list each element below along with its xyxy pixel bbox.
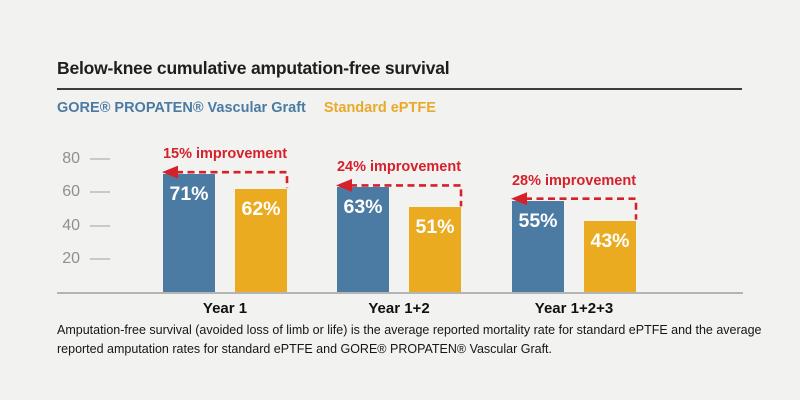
bar-value-label: 43% (590, 229, 630, 252)
bar-standard-eptfe: 51% (409, 207, 461, 292)
y-tick-label: 60 (62, 183, 80, 201)
bar-standard-eptfe: 62% (235, 189, 287, 292)
y-tick-mark (90, 191, 110, 194)
x-axis-line (57, 292, 743, 294)
page-title: Below-knee cumulative amputation-free su… (57, 58, 450, 78)
legend: GORE® PROPATEN® Vascular Graft Standard … (57, 100, 436, 116)
bar-gore-propaten: 71% (163, 174, 215, 292)
bar-gore-propaten: 55% (512, 200, 564, 292)
improvement-annotation: 24% improvement (336, 159, 462, 176)
y-tick-label: 40 (62, 216, 80, 234)
improvement-annotation: 15% improvement (162, 146, 288, 163)
footnote: Amputation-free survival (avoided loss o… (57, 323, 762, 356)
legend-item-propaten: GORE® PROPATEN® Vascular Graft (57, 100, 306, 116)
title-divider (57, 88, 742, 90)
y-tick-mark (90, 224, 110, 227)
bar-value-label: 62% (241, 198, 281, 221)
y-tick-label: 80 (62, 150, 80, 168)
bar-value-label: 51% (415, 216, 455, 239)
y-tick-label: 20 (62, 249, 80, 267)
bar-value-label: 55% (518, 209, 558, 232)
legend-item-eptfe: Standard ePTFE (323, 100, 436, 116)
bar-gore-propaten: 63% (337, 187, 389, 292)
y-tick-mark (90, 158, 110, 161)
category-label: Year 1+2+3 (534, 300, 614, 317)
y-tick-mark (90, 257, 110, 260)
improvement-annotation: 28% improvement (511, 172, 637, 189)
bar-value-label: 71% (169, 183, 209, 206)
category-label: Year 1+2 (368, 300, 430, 317)
category-label: Year 1 (202, 300, 248, 317)
bar-value-label: 63% (343, 196, 383, 219)
bar-standard-eptfe: 43% (584, 220, 636, 292)
